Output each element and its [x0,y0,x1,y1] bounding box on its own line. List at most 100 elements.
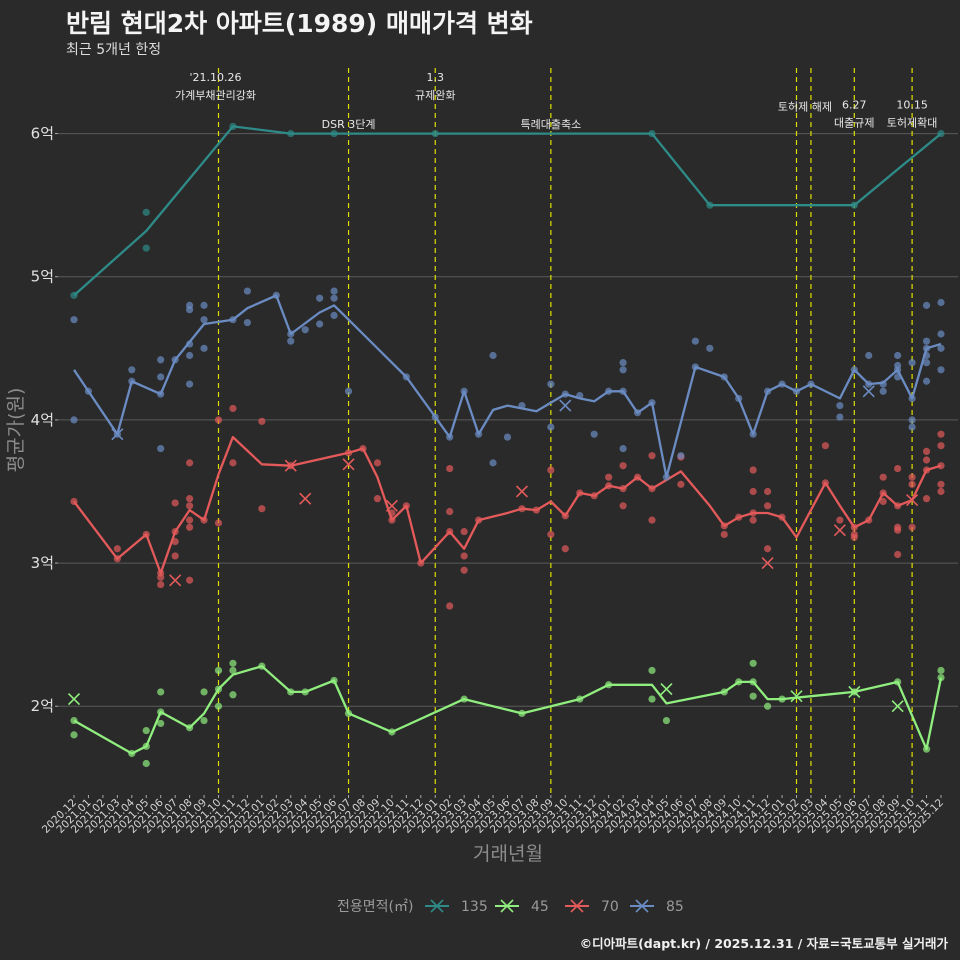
data-point [301,326,309,334]
data-point [619,444,627,453]
data-point [142,244,150,252]
data-point [229,459,237,467]
cross-stroke [559,399,572,412]
legend-label: 45 [531,899,549,915]
data-point [258,417,266,425]
data-point [214,519,223,527]
cross-stroke [169,574,182,587]
data-point [764,702,772,710]
legend: 전용면적(㎡) 135 45 70 85 [337,899,684,915]
event-label: 10.15 [896,98,928,111]
data-point [229,659,237,667]
series-45 [67,659,945,768]
credit-text: ©디아파트(dapt.kr) / 2025.12.31 / 자료=국토교통부 실… [579,936,948,951]
cross-stroke [862,385,875,398]
y-tick-label: 6억 [31,125,54,143]
data-point [186,576,194,584]
data-point [908,473,916,481]
cross-stroke [848,685,861,698]
data-point [605,473,613,481]
data-point [171,552,179,560]
event-label: 토허제확대 [887,116,938,129]
data-point [749,466,757,474]
cross-stroke [891,700,904,713]
event-label: 6.27 [842,98,867,111]
data-point [836,401,844,410]
data-point [894,526,902,534]
data-point [503,433,512,441]
series-line [73,125,942,297]
data-point [590,430,598,438]
series-line [73,435,942,575]
data-point [894,351,902,360]
data-point [865,351,873,360]
data-point [214,666,223,675]
data-point [489,459,497,467]
event-label: '21.10.26 [189,71,241,84]
cross-marker [862,385,875,398]
event-label: DSR 3단계 [322,118,376,131]
data-point [937,344,945,352]
legend-item-85: 85 [630,899,684,915]
data-point [373,495,382,503]
cross-marker [385,499,398,512]
data-point [937,298,945,307]
data-point [186,495,194,503]
cross-stroke [660,682,673,696]
data-point [922,456,931,464]
series-line [73,294,942,479]
data-point [908,359,916,367]
data-point [214,702,223,710]
cross-marker [848,685,861,698]
data-point [200,716,208,725]
data-point [648,452,656,460]
data-point [879,497,887,506]
data-point [157,444,165,453]
data-point [937,330,945,338]
data-point [894,464,902,473]
event-label: 대출규제 [834,116,874,129]
legend-label: 85 [666,899,684,915]
cross-marker [67,693,81,706]
cross-marker [906,494,919,507]
event-label: 규제완화 [415,89,455,102]
data-point [157,688,165,696]
data-point [836,413,844,421]
cross-marker [559,399,572,412]
data-point [662,716,671,725]
data-point [547,380,555,388]
data-point [677,480,685,488]
y-tick-label: 4억 [31,411,54,429]
data-point [706,344,714,352]
cross-marker [111,428,124,441]
legend-item-45: 45 [495,899,549,915]
data-point [344,387,353,395]
cross-stroke [284,459,297,472]
data-point [749,659,757,667]
plot-background [58,62,958,795]
data-point [619,359,627,367]
data-point [128,366,136,374]
data-point [142,208,150,216]
cross-marker [891,700,904,713]
legend-item-135: 135 [425,899,488,915]
data-point [937,430,945,438]
data-point [836,516,844,524]
data-point [258,505,266,513]
cross-marker [284,459,297,472]
data-point [908,423,916,431]
data-point [749,516,757,524]
cross-marker [790,690,803,703]
legend-label: 135 [461,899,488,915]
legend-label: 70 [601,899,619,915]
data-point [460,552,468,560]
data-point [691,337,699,345]
event-label: 1.3 [427,71,445,84]
data-point [619,366,627,374]
data-point [70,731,78,739]
cross-stroke [906,494,919,507]
legend-item-70: 70 [565,899,619,915]
cross-stroke [342,458,355,471]
data-point [157,719,165,728]
data-point [200,344,208,352]
